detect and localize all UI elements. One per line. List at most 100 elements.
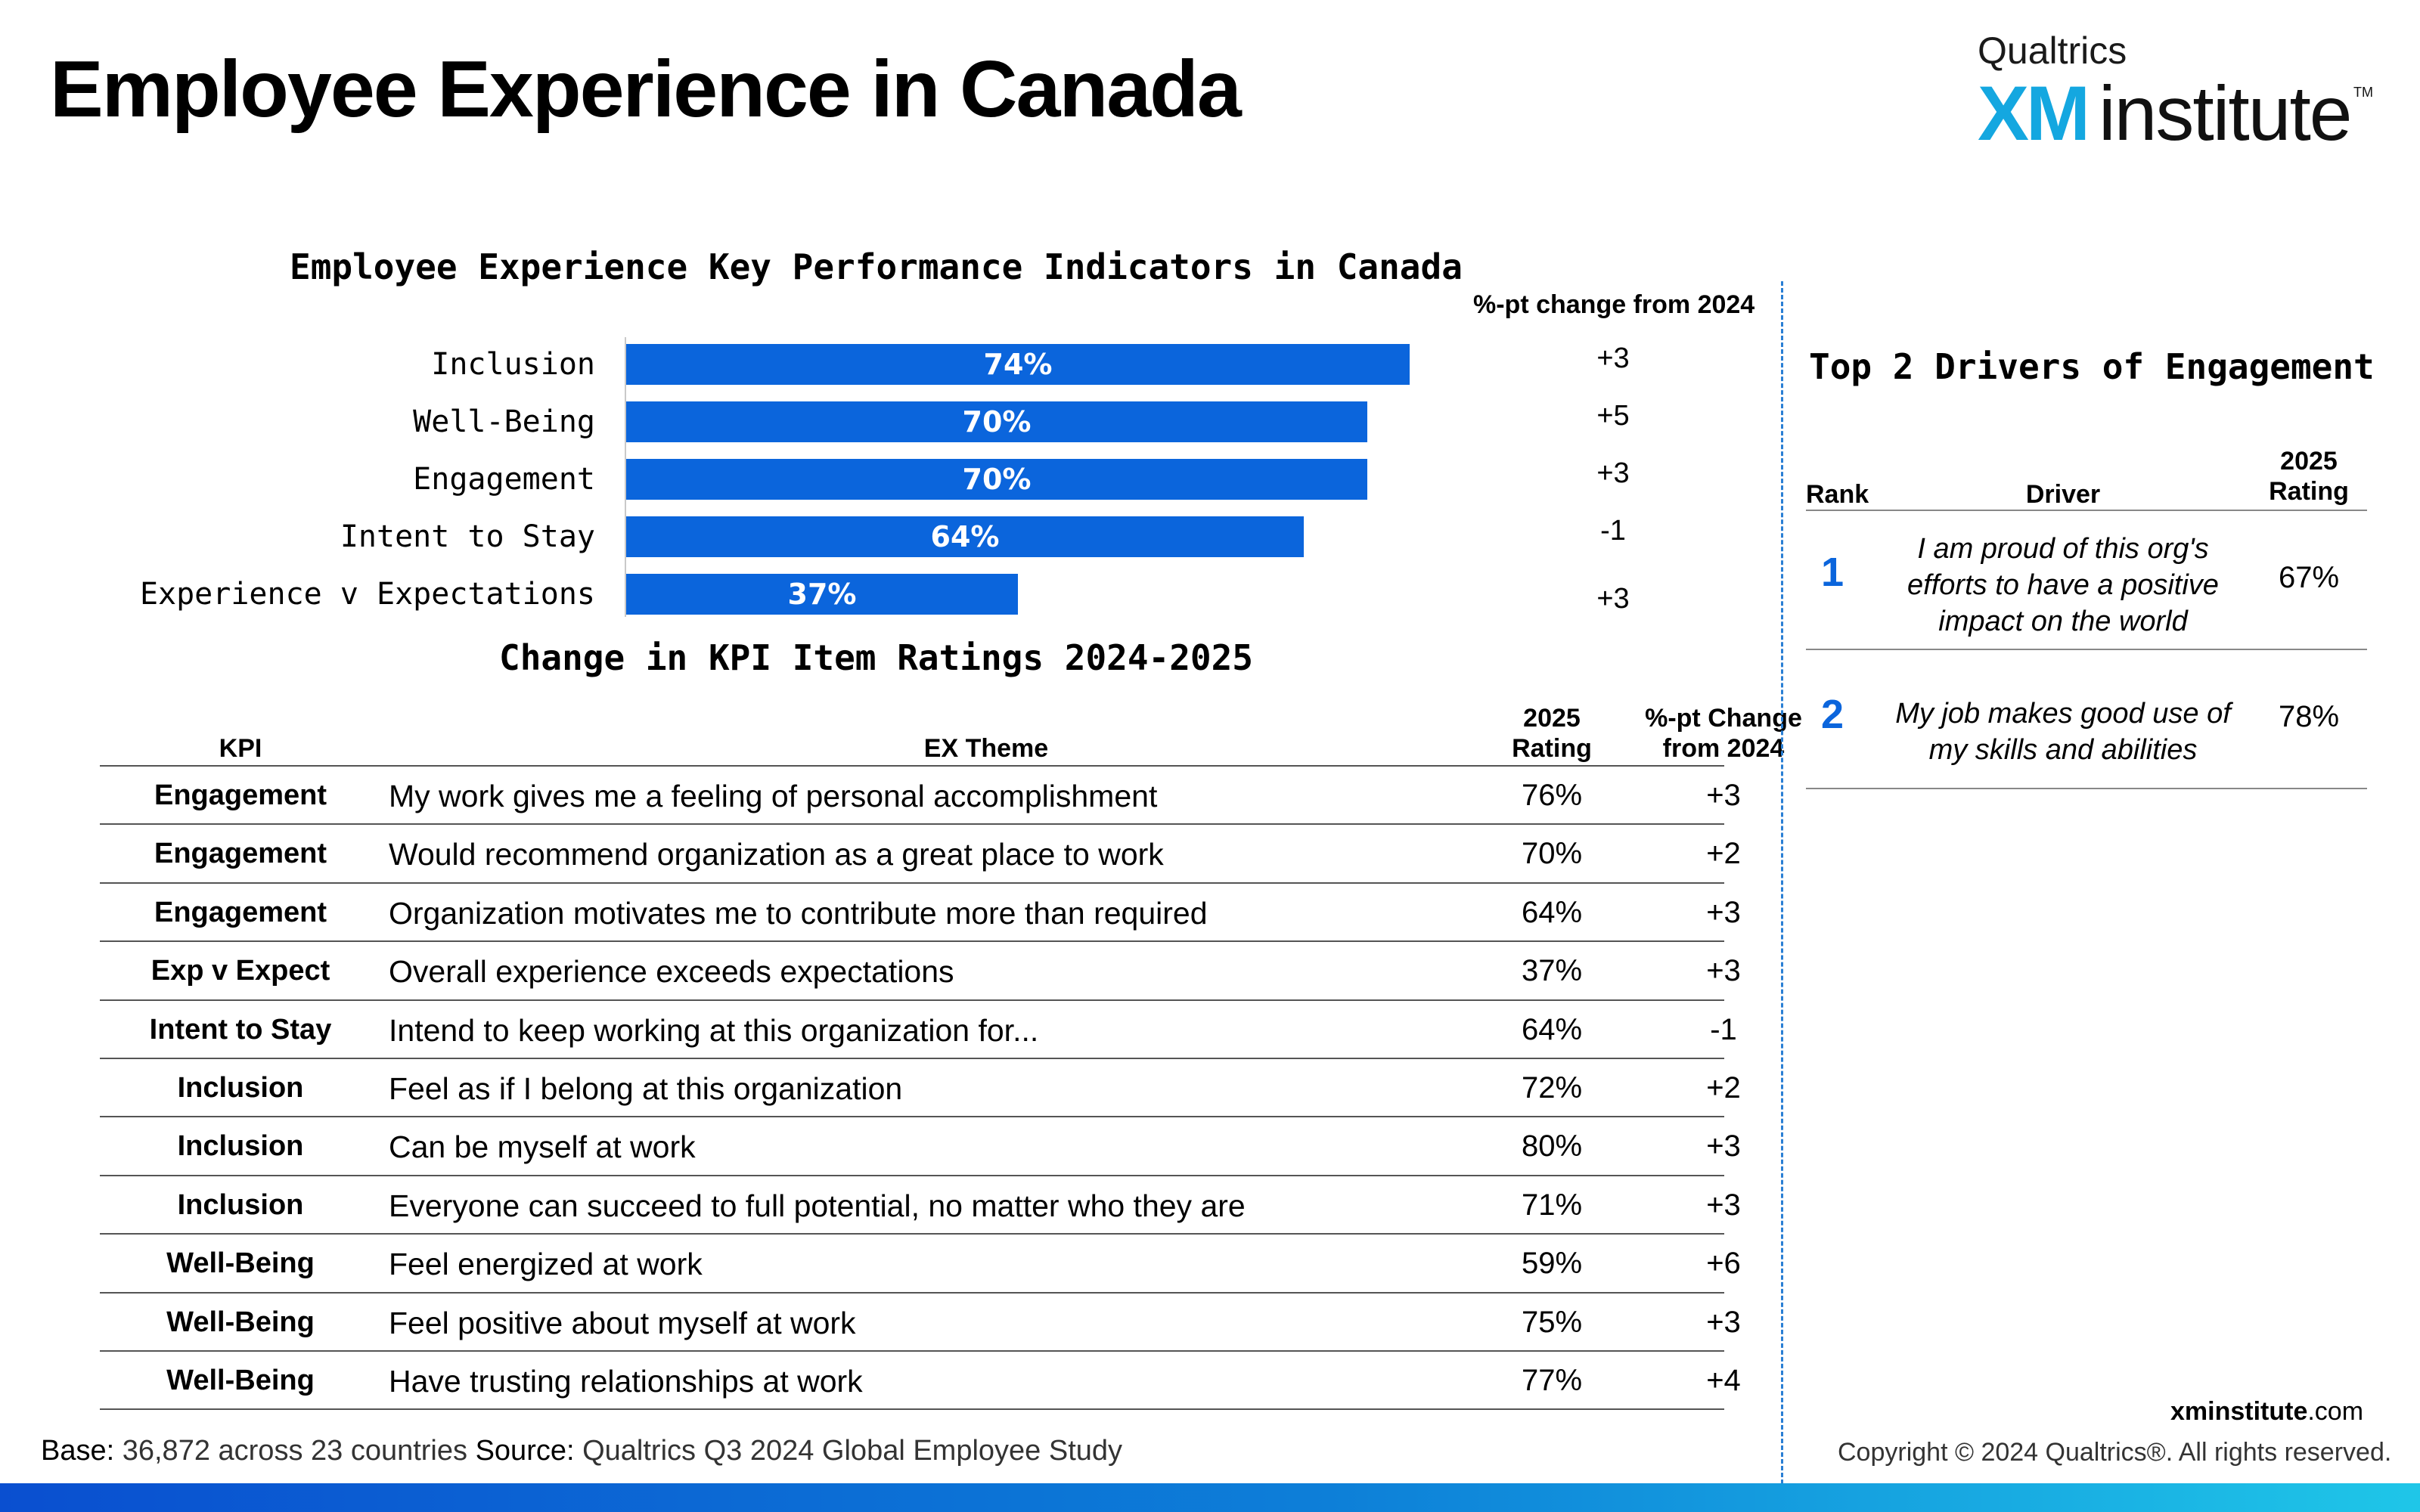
driver-text: I am proud of this org's efforts to have… [1907,533,2219,637]
table-bottom-rule [100,1408,1724,1411]
kpi-category-label: Inclusion [431,347,595,382]
kpi-cell: Well-Being [166,1365,315,1396]
rating-cell: 77% [1521,1364,1583,1397]
kpi-bar-value-label: 70% [962,463,1032,496]
kpi-change-value: +5 [1596,400,1630,432]
rating-cell: 64% [1521,1012,1583,1046]
header-theme: EX Theme [923,734,1049,763]
table-row: Well-Being Feel energized at work 59% +6 [100,1233,1741,1293]
kpi-category-label: Intent to Stay [340,519,595,554]
theme-cell: Feel energized at work [389,1247,703,1282]
header-driver: Driver [2025,480,2101,509]
url-tld: .com [2307,1397,2364,1426]
kpi-bar: 70% [626,401,1367,442]
kpi-change-value: +3 [1596,457,1630,489]
change-cell: +3 [1706,1129,1741,1163]
header-driver-rating: 2025 Rating [2252,446,2366,507]
kpi-bar-value-label: 37% [787,578,857,611]
header-change-line1: %-pt Change [1645,704,1802,733]
table-row: Well-Being Have trusting relationships at… [100,1350,1741,1410]
drivers-title: Top 2 Drivers of Engagement [1809,346,2375,387]
kpi-bar: 37% [626,574,1018,615]
footer-copyright: Copyright © 2024 Qualtrics®. All rights … [1838,1438,2392,1467]
footer-url[interactable]: xminstitute.com [2170,1397,2363,1427]
kpi-cell: Well-Being [166,1247,315,1280]
table-row: Inclusion Can be myself at work 80% +3 [100,1116,1741,1176]
rating-cell: 71% [1521,1188,1583,1222]
driver-rating: 67% [2278,561,2340,594]
kpi-chart-axis [625,337,626,617]
change-cell: +3 [1706,1305,1741,1339]
kpi-cell: Engagement [154,896,327,928]
driver-rating: 78% [2278,700,2340,733]
theme-cell: Overall experience exceeds expectations [389,954,954,990]
footer-base: Base: 36,872 across 23 countries Source:… [41,1435,1122,1467]
rating-cell: 59% [1521,1247,1583,1281]
kpi-category-label: Experience v Expectations [139,577,595,612]
change-cell: +2 [1706,837,1741,871]
header-kpi: KPI [219,734,262,763]
kpi-cell: Inclusion [177,1072,304,1104]
change-cell: -1 [1710,1012,1737,1046]
url-domain: xminstitute [2170,1397,2308,1426]
kpi-cell: Inclusion [177,1130,304,1163]
base-label: Base: [41,1435,115,1467]
table-row: Intent to Stay Intend to keep working at … [100,999,1737,1059]
source-label: Source: [475,1435,575,1467]
rating-cell: 70% [1521,837,1583,871]
kpi-bar-value-label: 64% [930,520,1000,553]
kpi-cell: Engagement [154,838,327,870]
kpi-cell: Intent to Stay [149,1013,332,1046]
kpi-cell: Engagement [154,779,327,811]
header-change: %-pt Change from 2024 [1591,703,1856,764]
source-value: Qualtrics Q3 2024 Global Employee Study [582,1435,1123,1467]
header-rating-line2: Rating [1512,734,1592,763]
change-cell: +3 [1706,895,1741,929]
kpi-category-label: Well-Being [413,404,595,439]
kpi-category-label: Engagement [413,462,595,497]
driver-row: 2 My job makes good use of my skills and … [1806,649,2367,789]
driver-rank: 2 [1820,692,1844,737]
header-rating-line1: 2025 [1523,704,1581,733]
kpi-change-header: %-pt change from 2024 [1473,290,1755,319]
kpi-bar: 74% [626,344,1410,385]
driver-text: My job makes good use of my skills and a… [1895,698,2231,766]
kpi-cell: Inclusion [177,1188,304,1221]
table-row: Engagement Would recommend organization a… [100,823,1741,883]
theme-cell: Feel as if I belong at this organization [389,1071,903,1106]
logo-xm: XM [1978,70,2090,156]
rating-cell: 80% [1521,1129,1583,1163]
rating-cell: 72% [1521,1071,1583,1105]
kpi-bar-value-label: 70% [962,405,1032,438]
rating-cell: 75% [1521,1305,1583,1339]
logo-institute: institute [2099,70,2353,156]
table-row: Exp v Expect Overall experience exceeds e… [100,940,1741,1000]
change-table-title: Change in KPI Item Ratings 2024-2025 [499,637,1253,678]
theme-cell: Organization motivates me to contribute … [389,895,1208,931]
kpi-change-value: +3 [1596,342,1630,374]
change-cell: +3 [1706,954,1741,988]
kpi-change-value: -1 [1600,515,1626,547]
kpi-bar: 64% [626,516,1304,557]
column-divider [1781,281,1783,1491]
table-row: Engagement Organization motivates me to c… [100,881,1741,942]
change-cell: +3 [1706,779,1741,812]
logo-brand: Qualtrics [1978,29,2127,72]
theme-cell: Intend to keep working at this organizat… [389,1012,1039,1048]
header-rating: 2025 Rating [1438,703,1665,764]
table-row: Inclusion Feel as if I belong at this org… [100,1058,1741,1117]
change-cell: +6 [1706,1247,1741,1281]
theme-cell: Have trusting relationships at work [389,1364,863,1399]
change-cell: +2 [1706,1071,1741,1105]
header-change-line2: from 2024 [1662,734,1785,763]
drivers-bottom-rule [1806,788,2367,789]
table-row: Inclusion Everyone can succeed to full po… [100,1174,1741,1235]
theme-cell: Can be myself at work [389,1129,696,1165]
kpi-chart-title: Employee Experience Key Performance Indi… [290,246,1463,287]
logo-tm: TM [2353,85,2373,100]
change-cell: +3 [1706,1188,1741,1222]
driver-rank: 1 [1820,550,1844,595]
kpi-cell: Well-Being [166,1306,315,1338]
header-rank: Rank [1806,480,1869,509]
kpi-cell: Exp v Expect [150,955,330,987]
